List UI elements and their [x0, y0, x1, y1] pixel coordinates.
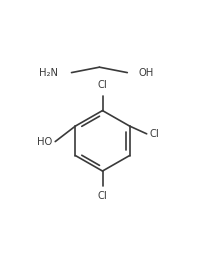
Text: Cl: Cl — [98, 191, 107, 201]
Text: Cl: Cl — [149, 129, 159, 139]
Text: H₂N: H₂N — [39, 68, 58, 78]
Text: Cl: Cl — [98, 80, 107, 90]
Text: HO: HO — [37, 136, 53, 147]
Text: OH: OH — [138, 68, 153, 78]
